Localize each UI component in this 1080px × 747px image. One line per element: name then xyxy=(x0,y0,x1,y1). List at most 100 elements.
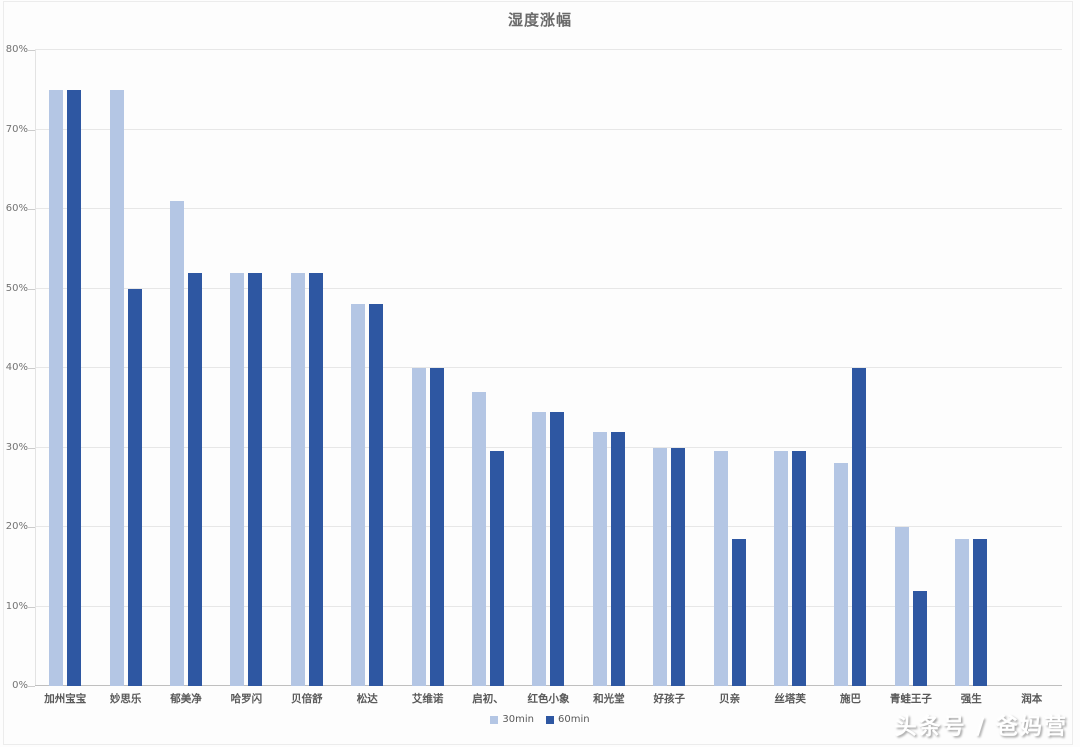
bar-60min-启初、 xyxy=(490,451,505,686)
bar-30min-郁美净 xyxy=(170,201,185,686)
bar-30min-丝塔芙 xyxy=(774,451,789,686)
x-axis-line xyxy=(35,685,1062,686)
x-label-启初、: 启初、 xyxy=(472,693,504,705)
bar-group-红色小象 xyxy=(518,50,578,686)
y-tick-label-10%: 10% xyxy=(5,600,28,612)
legend: 30min 60min xyxy=(0,714,1080,725)
bar-60min-加州宝宝 xyxy=(67,89,82,686)
bar-group-强生 xyxy=(941,50,1001,686)
bar-group-和光堂 xyxy=(579,50,639,686)
bar-group-丝塔芙 xyxy=(760,50,820,686)
legend-item-60min: 60min xyxy=(546,714,590,725)
bar-30min-红色小象 xyxy=(532,411,547,686)
bar-60min-哈罗闪 xyxy=(248,272,263,686)
legend-swatch-30min xyxy=(490,715,499,724)
x-label-艾维诺: 艾维诺 xyxy=(411,693,444,705)
bar-30min-松达 xyxy=(351,304,366,686)
gridline-40% xyxy=(35,367,1062,368)
bar-60min-艾维诺 xyxy=(429,368,444,686)
gridline-30% xyxy=(35,446,1062,448)
gridline-50% xyxy=(35,287,1062,289)
bar-group-妙思乐 xyxy=(95,50,155,686)
bar-30min-施巴 xyxy=(834,463,849,686)
bar-30min-艾维诺 xyxy=(411,368,426,686)
x-label-强生: 强生 xyxy=(960,693,982,705)
gridline-20% xyxy=(35,526,1062,527)
bar-60min-青蛙王子 xyxy=(912,590,927,686)
y-tick-dash-60% xyxy=(28,209,35,210)
bar-group-艾维诺 xyxy=(397,50,457,686)
bar-30min-强生 xyxy=(955,538,970,686)
y-tick-label-70%: 70% xyxy=(5,123,28,135)
y-tick-label-80%: 80% xyxy=(5,44,28,55)
bar-group-好孩子 xyxy=(639,50,699,686)
bar-30min-贝亲 xyxy=(713,451,728,686)
bar-groups xyxy=(35,50,1062,686)
bar-group-松达 xyxy=(337,50,397,686)
plot-area xyxy=(35,49,1062,686)
x-label-润本: 润本 xyxy=(1021,693,1043,705)
y-tick-dash-20% xyxy=(28,527,35,528)
gridline-70% xyxy=(35,128,1062,130)
y-tick-dash-40% xyxy=(28,368,35,369)
legend-swatch-60min xyxy=(546,715,554,724)
bar-group-启初、 xyxy=(458,50,518,686)
x-label-妙思乐: 妙思乐 xyxy=(109,693,142,705)
x-label-好孩子: 好孩子 xyxy=(653,693,686,705)
legend-label-30min: 30min xyxy=(502,714,534,725)
bar-60min-贝亲 xyxy=(731,538,746,686)
x-label-贝倍舒: 贝倍舒 xyxy=(291,693,323,705)
y-tick-label-50%: 50% xyxy=(5,282,28,294)
bar-60min-好孩子 xyxy=(671,447,686,686)
x-label-加州宝宝: 加州宝宝 xyxy=(44,693,87,705)
gridline-80% xyxy=(35,49,1062,50)
bar-group-贝倍舒 xyxy=(277,50,337,686)
bar-60min-丝塔芙 xyxy=(792,451,807,686)
x-label-丝塔芙: 丝塔芙 xyxy=(774,693,806,705)
legend-label-60min: 60min xyxy=(558,714,590,725)
bar-30min-加州宝宝 xyxy=(49,89,64,686)
gridline-10% xyxy=(35,605,1062,607)
bar-group-施巴 xyxy=(820,50,880,686)
bar-group-郁美净 xyxy=(156,50,216,686)
y-tick-dash-10% xyxy=(28,606,35,608)
bar-60min-施巴 xyxy=(852,368,867,686)
bar-group-润本 xyxy=(1002,50,1062,686)
y-axis-line xyxy=(35,50,36,686)
bar-60min-妙思乐 xyxy=(127,288,142,686)
y-tick-label-60%: 60% xyxy=(5,203,28,214)
chart-title: 湿度涨幅 xyxy=(507,11,572,29)
bar-30min-和光堂 xyxy=(592,431,607,686)
x-label-施巴: 施巴 xyxy=(839,693,861,705)
gridline-60% xyxy=(35,208,1062,209)
y-tick-dash-70% xyxy=(28,129,35,131)
x-label-松达: 松达 xyxy=(356,693,378,705)
x-label-红色小象: 红色小象 xyxy=(527,693,570,705)
y-tick-label-20%: 20% xyxy=(5,521,28,532)
x-label-贝亲: 贝亲 xyxy=(719,693,741,705)
bar-30min-妙思乐 xyxy=(109,89,124,686)
legend-item-30min: 30min xyxy=(490,714,534,725)
x-label-和光堂: 和光堂 xyxy=(593,693,625,705)
x-label-哈罗闪: 哈罗闪 xyxy=(230,693,263,705)
y-tick-dash-50% xyxy=(28,288,35,290)
bar-30min-好孩子 xyxy=(653,447,668,686)
bar-60min-强生 xyxy=(973,538,988,686)
y-tick-dash-0% xyxy=(28,686,35,687)
bar-60min-和光堂 xyxy=(610,431,625,686)
y-tick-dash-30% xyxy=(28,447,35,449)
bar-60min-郁美净 xyxy=(188,272,203,686)
bar-group-哈罗闪 xyxy=(216,50,276,686)
bar-60min-松达 xyxy=(369,304,384,686)
bar-30min-哈罗闪 xyxy=(230,272,245,686)
bar-30min-启初、 xyxy=(472,391,487,686)
x-axis: 加州宝宝 妙思乐 郁美净 哈罗闪 贝倍舒 松达 艾维诺 启初、 红色小象 和光堂 好孩子 贝亲 丝塔芙 施… xyxy=(35,691,1062,706)
bar-30min-青蛙王子 xyxy=(894,527,909,686)
bar-group-青蛙王子 xyxy=(881,50,941,686)
y-tick-label-30%: 30% xyxy=(5,441,28,453)
x-label-青蛙王子: 青蛙王子 xyxy=(889,693,932,705)
bar-60min-红色小象 xyxy=(550,411,565,686)
bar-group-贝亲 xyxy=(699,50,759,686)
y-tick-dash-80% xyxy=(28,50,35,51)
y-tick-label-40%: 40% xyxy=(5,362,28,373)
